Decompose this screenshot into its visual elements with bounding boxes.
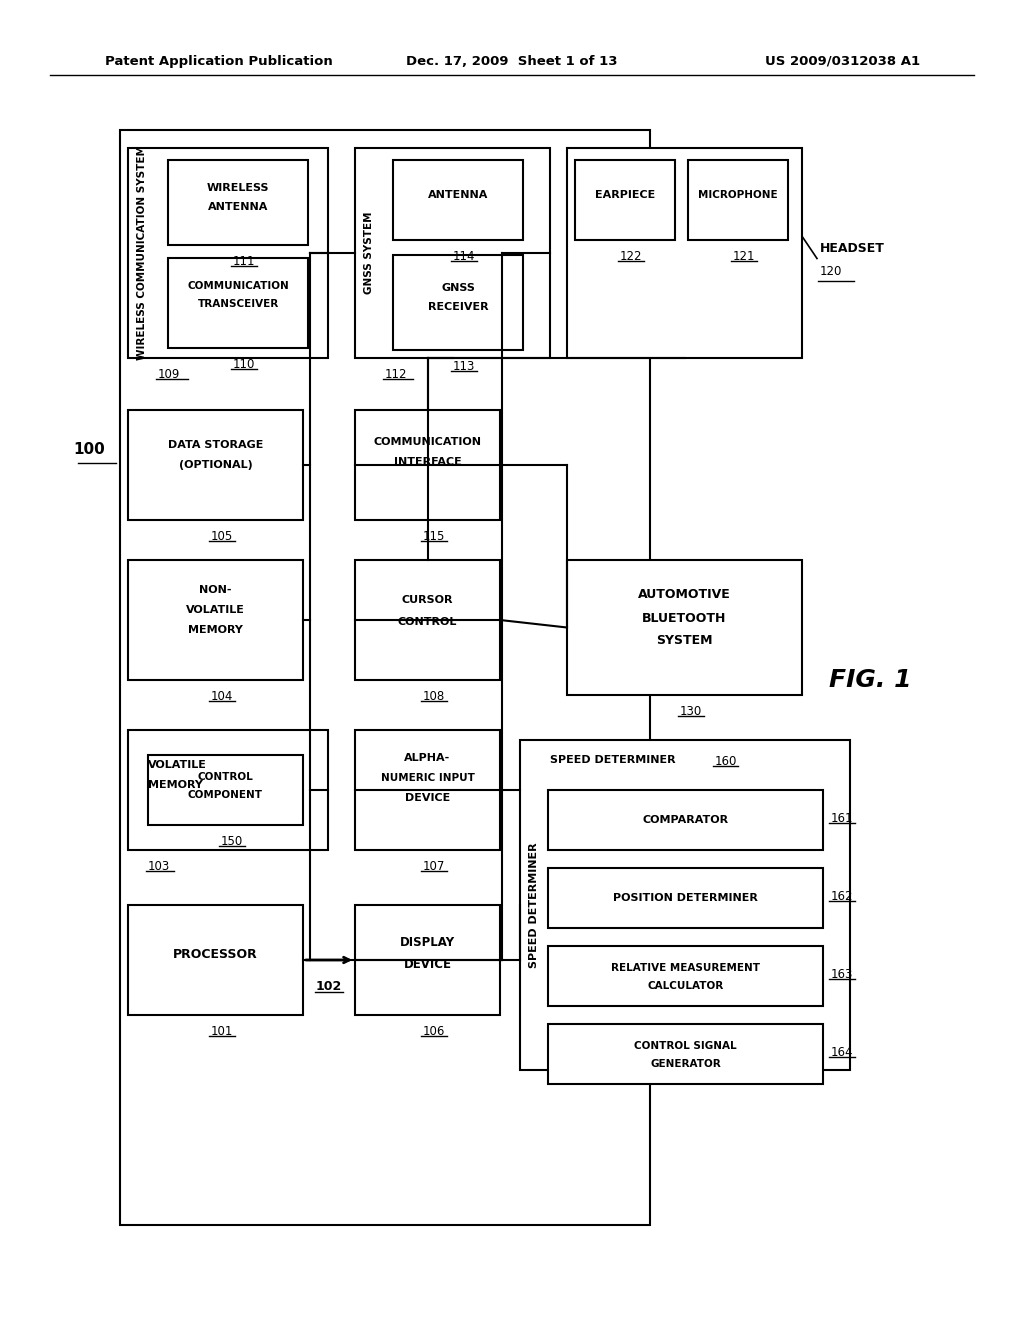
Text: ANTENNA: ANTENNA	[428, 190, 488, 201]
Text: CURSOR: CURSOR	[401, 595, 454, 605]
Text: AUTOMOTIVE: AUTOMOTIVE	[638, 589, 731, 602]
Text: 107: 107	[423, 861, 444, 873]
Text: INTERFACE: INTERFACE	[393, 457, 462, 467]
Text: 104: 104	[211, 690, 232, 704]
Text: NUMERIC INPUT: NUMERIC INPUT	[381, 774, 474, 783]
Text: 122: 122	[620, 249, 642, 263]
Text: 115: 115	[423, 531, 444, 543]
Text: WIRELESS: WIRELESS	[207, 183, 269, 193]
Text: COMMUNICATION: COMMUNICATION	[187, 281, 289, 290]
Text: 163: 163	[831, 968, 853, 981]
Text: HEADSET: HEADSET	[820, 242, 885, 255]
Bar	[128, 560, 303, 680]
Bar	[355, 148, 550, 358]
Bar	[688, 160, 788, 240]
Bar	[355, 906, 500, 1015]
Bar	[520, 741, 850, 1071]
Bar	[168, 160, 308, 246]
Text: 121: 121	[733, 249, 756, 263]
Text: WIRELESS COMMUNICATION SYSTEM: WIRELESS COMMUNICATION SYSTEM	[137, 145, 147, 360]
Text: 103: 103	[148, 861, 170, 873]
Text: 150: 150	[220, 836, 243, 847]
Text: SYSTEM: SYSTEM	[656, 634, 713, 647]
Text: TRANSCEIVER: TRANSCEIVER	[198, 300, 279, 309]
Bar	[148, 755, 303, 825]
Text: VOLATILE: VOLATILE	[148, 760, 207, 770]
Text: PROCESSOR: PROCESSOR	[173, 949, 258, 961]
Text: DISPLAY: DISPLAY	[400, 936, 455, 949]
Bar	[128, 906, 303, 1015]
Bar	[168, 257, 308, 348]
Text: NON-: NON-	[200, 585, 231, 595]
Text: CONTROL: CONTROL	[198, 772, 253, 781]
Text: DEVICE: DEVICE	[403, 958, 452, 972]
Text: ALPHA-: ALPHA-	[404, 752, 451, 763]
Text: (OPTIONAL): (OPTIONAL)	[178, 459, 252, 470]
Text: DATA STORAGE: DATA STORAGE	[168, 440, 263, 450]
Text: 162: 162	[831, 890, 853, 903]
Text: 105: 105	[211, 531, 232, 543]
Bar	[548, 869, 823, 928]
Text: RECEIVER: RECEIVER	[428, 302, 488, 312]
Bar	[355, 560, 500, 680]
Bar	[567, 560, 802, 696]
Text: FIG. 1: FIG. 1	[828, 668, 911, 692]
Bar	[548, 946, 823, 1006]
Text: CONTROL SIGNAL: CONTROL SIGNAL	[634, 1041, 737, 1051]
Text: VOLATILE: VOLATILE	[186, 605, 245, 615]
Text: CONTROL: CONTROL	[397, 616, 457, 627]
Text: 100: 100	[74, 442, 105, 458]
Text: 111: 111	[233, 255, 256, 268]
Text: DEVICE: DEVICE	[404, 793, 451, 803]
Text: GNSS: GNSS	[441, 282, 475, 293]
Text: 164: 164	[831, 1045, 853, 1059]
Text: 102: 102	[315, 979, 342, 993]
Text: 113: 113	[453, 360, 475, 374]
Text: MICROPHONE: MICROPHONE	[698, 190, 778, 201]
Bar	[355, 411, 500, 520]
Text: RELATIVE MEASUREMENT: RELATIVE MEASUREMENT	[611, 964, 760, 973]
Text: POSITION DETERMINER: POSITION DETERMINER	[613, 894, 758, 903]
Bar	[128, 411, 303, 520]
Text: 161: 161	[831, 812, 853, 825]
Text: 106: 106	[423, 1026, 444, 1038]
Text: COMPONENT: COMPONENT	[188, 789, 263, 800]
Text: Dec. 17, 2009  Sheet 1 of 13: Dec. 17, 2009 Sheet 1 of 13	[407, 55, 617, 69]
Text: 120: 120	[820, 265, 843, 279]
Bar	[355, 730, 500, 850]
Text: 160: 160	[715, 755, 737, 768]
Text: 108: 108	[423, 690, 444, 704]
Text: GENERATOR: GENERATOR	[650, 1059, 721, 1069]
Bar	[393, 160, 523, 240]
Text: 130: 130	[680, 705, 701, 718]
Bar	[120, 129, 650, 1225]
Text: Patent Application Publication: Patent Application Publication	[105, 55, 333, 69]
Bar	[128, 148, 328, 358]
Bar	[567, 148, 802, 358]
Text: US 2009/0312038 A1: US 2009/0312038 A1	[765, 55, 920, 69]
Text: 101: 101	[211, 1026, 232, 1038]
Text: BLUETOOTH: BLUETOOTH	[642, 611, 727, 624]
Text: SPEED DETERMINER: SPEED DETERMINER	[550, 755, 676, 766]
Bar	[548, 789, 823, 850]
Text: 110: 110	[233, 358, 255, 371]
Text: 112: 112	[385, 368, 408, 381]
Text: EARPIECE: EARPIECE	[595, 190, 655, 201]
Text: GNSS SYSTEM: GNSS SYSTEM	[364, 211, 374, 294]
Text: MEMORY: MEMORY	[188, 624, 243, 635]
Bar	[548, 1024, 823, 1084]
Text: CALCULATOR: CALCULATOR	[647, 981, 724, 991]
Text: COMMUNICATION: COMMUNICATION	[374, 437, 481, 447]
Text: COMPARATOR: COMPARATOR	[642, 814, 728, 825]
Text: ANTENNA: ANTENNA	[208, 202, 268, 213]
Text: SPEED DETERMINER: SPEED DETERMINER	[529, 842, 539, 968]
Text: 114: 114	[453, 249, 475, 263]
Bar	[128, 730, 328, 850]
Bar	[575, 160, 675, 240]
Text: 109: 109	[158, 368, 180, 381]
Bar	[393, 255, 523, 350]
Text: MEMORY: MEMORY	[148, 780, 203, 789]
